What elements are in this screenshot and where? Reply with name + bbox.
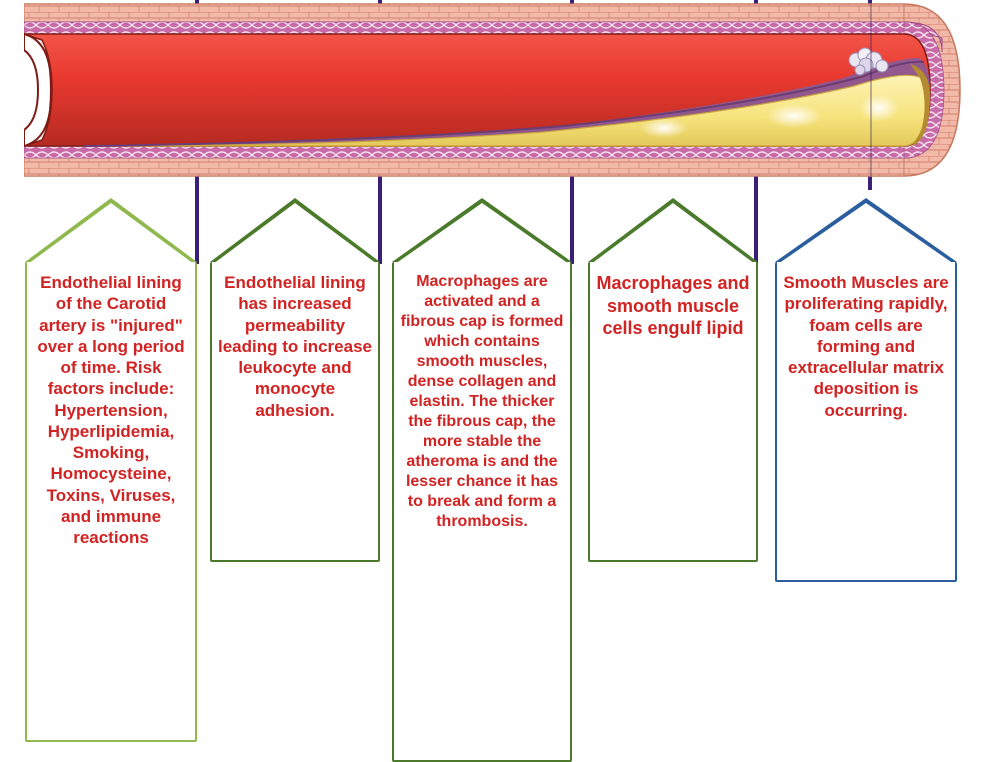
stage-text: Endothelial lining has increased permeab… [210, 262, 380, 431]
stage-pointer-fill [778, 203, 954, 264]
stage-pointer-fill [213, 203, 377, 264]
stage-text: Macrophages and smooth muscle cells engu… [588, 262, 758, 350]
stage-pointer-fill [28, 203, 194, 264]
stage-text: Macrophages are activated and a fibrous … [392, 262, 572, 542]
stage-pointer-fill [395, 203, 569, 264]
stage-text: Endothelial lining of the Carotid artery… [25, 262, 197, 558]
stage-text: Smooth Muscles are proliferating rapidly… [775, 262, 957, 431]
artery-svg [24, 0, 964, 180]
stage-pointer-fill [591, 203, 755, 264]
artery-diagram [24, 0, 964, 180]
